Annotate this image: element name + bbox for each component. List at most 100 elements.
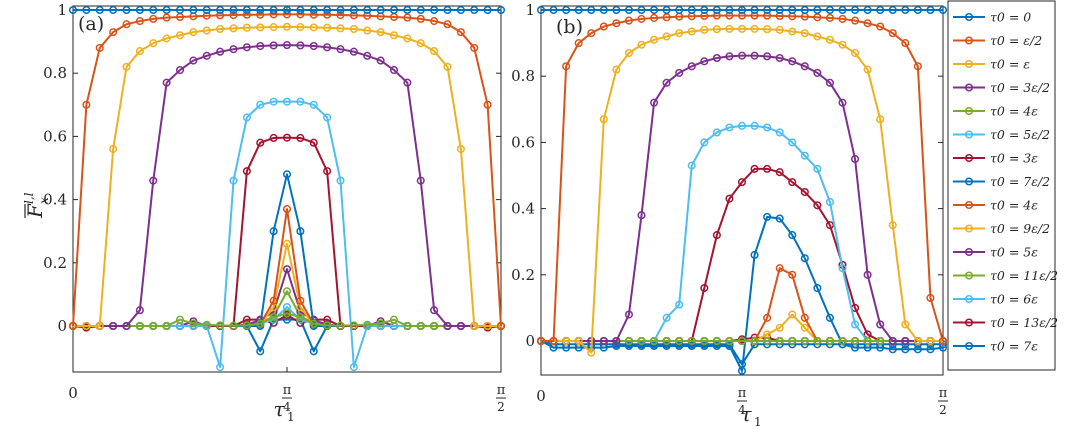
- data-point: [574, 5, 583, 15]
- data-point: [309, 347, 318, 356]
- data-point: [800, 62, 809, 71]
- data-point: [256, 23, 265, 32]
- data-point: [430, 306, 439, 315]
- data-point: [662, 336, 671, 346]
- data-point: [775, 168, 784, 177]
- data-point: [242, 10, 251, 19]
- data-point: [282, 239, 292, 248]
- data-point: [913, 336, 922, 346]
- data-point: [416, 176, 425, 185]
- x-axis-title-a-subscript: 1: [287, 410, 295, 424]
- data-point: [135, 306, 144, 315]
- data-point: [256, 319, 265, 328]
- data-point: [612, 341, 621, 351]
- data-point: [242, 43, 251, 52]
- data-point: [863, 65, 872, 74]
- data-point: [788, 310, 797, 319]
- data-point: [825, 336, 834, 346]
- data-point: [650, 341, 659, 351]
- data-point: [242, 5, 251, 15]
- data-point: [109, 5, 118, 15]
- data-point: [269, 23, 278, 32]
- data-point: [416, 5, 425, 15]
- x-tick-label: π2: [496, 383, 506, 414]
- data-point: [599, 5, 608, 15]
- data-point: [587, 5, 596, 15]
- data-point: [800, 323, 809, 332]
- y-tick-label: 1: [57, 1, 67, 19]
- data-point: [242, 167, 251, 176]
- data-point: [813, 5, 822, 15]
- data-point: [443, 5, 452, 15]
- data-point: [901, 336, 910, 346]
- data-point: [376, 319, 385, 328]
- data-point: [282, 97, 292, 106]
- data-point: [95, 5, 104, 15]
- data-point: [675, 5, 684, 15]
- data-point: [376, 28, 385, 37]
- data-point: [599, 115, 608, 124]
- data-point: [888, 5, 897, 15]
- x-tick-label-numerator: π: [939, 386, 948, 401]
- data-point: [712, 5, 721, 15]
- data-point: [323, 167, 332, 176]
- data-point: [456, 5, 465, 15]
- data-point: [416, 14, 425, 23]
- data-point: [788, 178, 797, 187]
- data-point: [712, 336, 721, 346]
- data-point: [612, 5, 621, 15]
- data-point: [309, 5, 318, 15]
- series-line: [72, 13, 502, 327]
- data-point: [296, 23, 305, 32]
- legend-swatch-marker: [964, 153, 974, 163]
- legend-item: τ0 = 5ε/2: [953, 127, 1050, 142]
- data-point: [637, 14, 646, 23]
- legend: τ0 = 0 τ0 = ε/2 τ0 = ε τ0 = 3ε/2 τ0 = 4ε τ0 =…: [947, 0, 1058, 371]
- data-point: [135, 17, 144, 26]
- data-point: [725, 341, 734, 351]
- data-point: [750, 336, 759, 346]
- series-2: [68, 10, 506, 331]
- data-point: [863, 336, 872, 346]
- data-point: [363, 51, 372, 60]
- data-point: [800, 313, 809, 322]
- data-point: [725, 24, 734, 33]
- data-point: [229, 5, 238, 15]
- data-point: [256, 138, 265, 147]
- data-point: [851, 154, 860, 163]
- legend-swatch-marker: [964, 177, 974, 186]
- data-point: [443, 20, 452, 29]
- data-point: [389, 31, 399, 40]
- data-point: [675, 68, 684, 77]
- data-point: [687, 5, 696, 15]
- data-point: [109, 28, 118, 37]
- y-tick-label: 0.8: [43, 64, 67, 82]
- data-point: [189, 5, 198, 15]
- data-point: [349, 5, 358, 15]
- data-point: [122, 5, 131, 15]
- x-tick-label-denominator: 4: [283, 400, 291, 414]
- data-point: [624, 341, 633, 351]
- legend-label: τ0 = 5ε: [990, 245, 1038, 260]
- legend-item: τ0 = 5ε: [953, 245, 1038, 260]
- data-point: [135, 47, 144, 56]
- data-point: [282, 133, 292, 142]
- data-point: [323, 5, 332, 15]
- data-point: [599, 336, 608, 346]
- data-point: [901, 39, 910, 48]
- data-point: [309, 10, 318, 19]
- data-point: [763, 11, 772, 20]
- data-point: [637, 211, 646, 220]
- data-point: [725, 11, 734, 20]
- data-point: [687, 341, 696, 351]
- legend-label: τ0 = 3ε: [990, 151, 1038, 166]
- data-point: [309, 41, 318, 51]
- data-point: [82, 100, 91, 109]
- panel-a-label: (a): [78, 13, 104, 35]
- x-tick-label-numerator: π: [283, 383, 292, 398]
- x-axis-title-a: τ: [273, 397, 285, 421]
- data-point: [269, 97, 278, 106]
- data-point: [813, 164, 822, 173]
